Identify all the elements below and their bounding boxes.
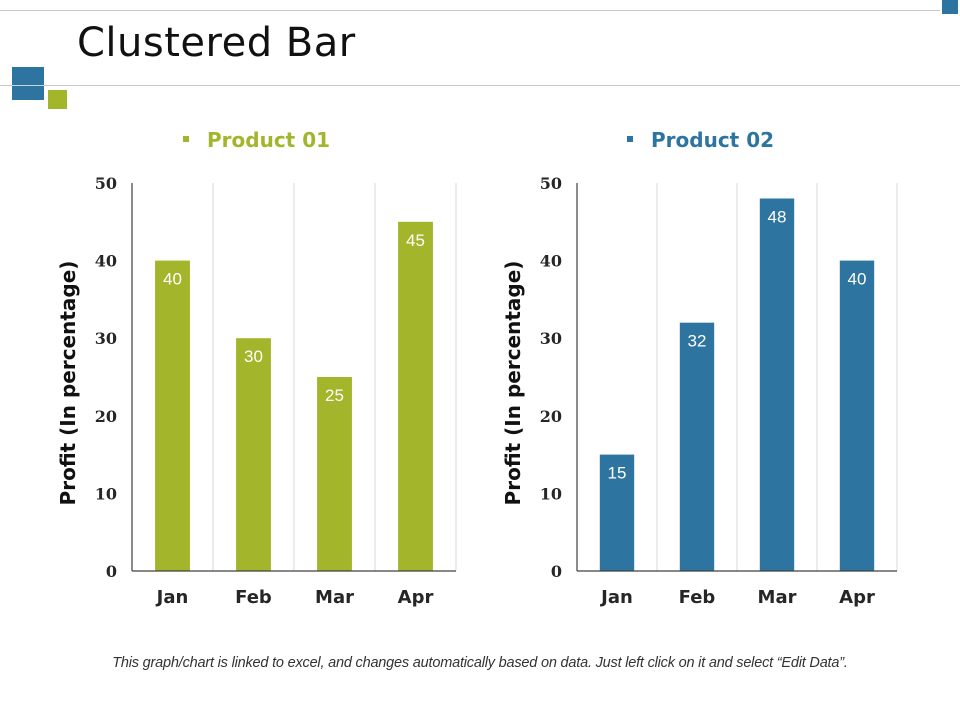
footnote: This graph/chart is linked to excel, and… — [112, 655, 848, 671]
decor-square-green — [48, 90, 67, 109]
y-tick-label: 0 — [106, 562, 117, 581]
bar-jan — [155, 260, 190, 571]
data-label: 25 — [325, 386, 344, 405]
x-tick-label: Feb — [235, 587, 272, 608]
decor-square-blue-line — [12, 85, 44, 86]
x-tick-label: Mar — [315, 587, 354, 608]
x-tick-label: Apr — [839, 587, 875, 608]
chart-product-01: 40 Jan 30 Feb 25 Mar 45 Apr 0 10 20 30 40 50 Profit (I… — [56, 174, 457, 608]
y-tick-label: 10 — [540, 484, 562, 503]
data-label: 15 — [608, 464, 627, 483]
y-tick-label: 20 — [540, 407, 562, 426]
x-tick-label: Jan — [599, 587, 633, 608]
legend-label: Product 02 — [651, 128, 775, 152]
y-tick-label: 50 — [540, 174, 562, 193]
y-tick-label: 20 — [95, 407, 117, 426]
corner-square-blue — [942, 0, 958, 14]
bar-feb — [236, 338, 271, 571]
title-underline — [0, 85, 960, 86]
x-tick-label: Apr — [398, 587, 434, 608]
decor-square-blue — [12, 67, 44, 100]
bar-jan — [599, 454, 635, 571]
data-label: 32 — [688, 332, 707, 351]
y-tick-label: 10 — [95, 484, 117, 503]
y-axis-label: Profit (In percentage) — [56, 261, 80, 506]
y-tick-label: 40 — [95, 252, 117, 271]
y-tick-label: 50 — [95, 174, 117, 193]
x-tick-label: Feb — [679, 587, 716, 608]
x-tick-label: Mar — [758, 587, 797, 608]
y-tick-label: 0 — [551, 562, 562, 581]
bar-mar — [317, 377, 352, 571]
bar-mar — [759, 198, 795, 571]
legend-product-01: Product 01 — [183, 128, 330, 152]
data-label: 30 — [244, 347, 263, 366]
data-label: 40 — [163, 270, 182, 289]
x-tick-label: Jan — [155, 587, 189, 608]
legend-marker-icon — [183, 135, 189, 142]
bar-feb — [679, 322, 715, 571]
chart-product-02: 15 Jan 32 Feb 48 Mar 40 Apr 0 10 20 30 40 50 Profit (I… — [501, 174, 898, 608]
top-rule — [0, 10, 940, 11]
legend-product-02: Product 02 — [627, 128, 774, 152]
y-tick-label: 30 — [540, 329, 562, 348]
page-title: Clustered Bar — [77, 20, 356, 66]
data-label: 45 — [406, 231, 425, 250]
bar-apr — [839, 260, 875, 571]
y-axis-label: Profit (In percentage) — [501, 261, 525, 506]
legend-marker-icon — [627, 135, 633, 142]
data-label: 40 — [848, 270, 867, 289]
bar-apr — [398, 221, 433, 572]
data-label: 48 — [768, 208, 787, 227]
legend-label: Product 01 — [207, 128, 331, 152]
y-tick-label: 40 — [540, 252, 562, 271]
y-tick-label: 30 — [95, 329, 117, 348]
